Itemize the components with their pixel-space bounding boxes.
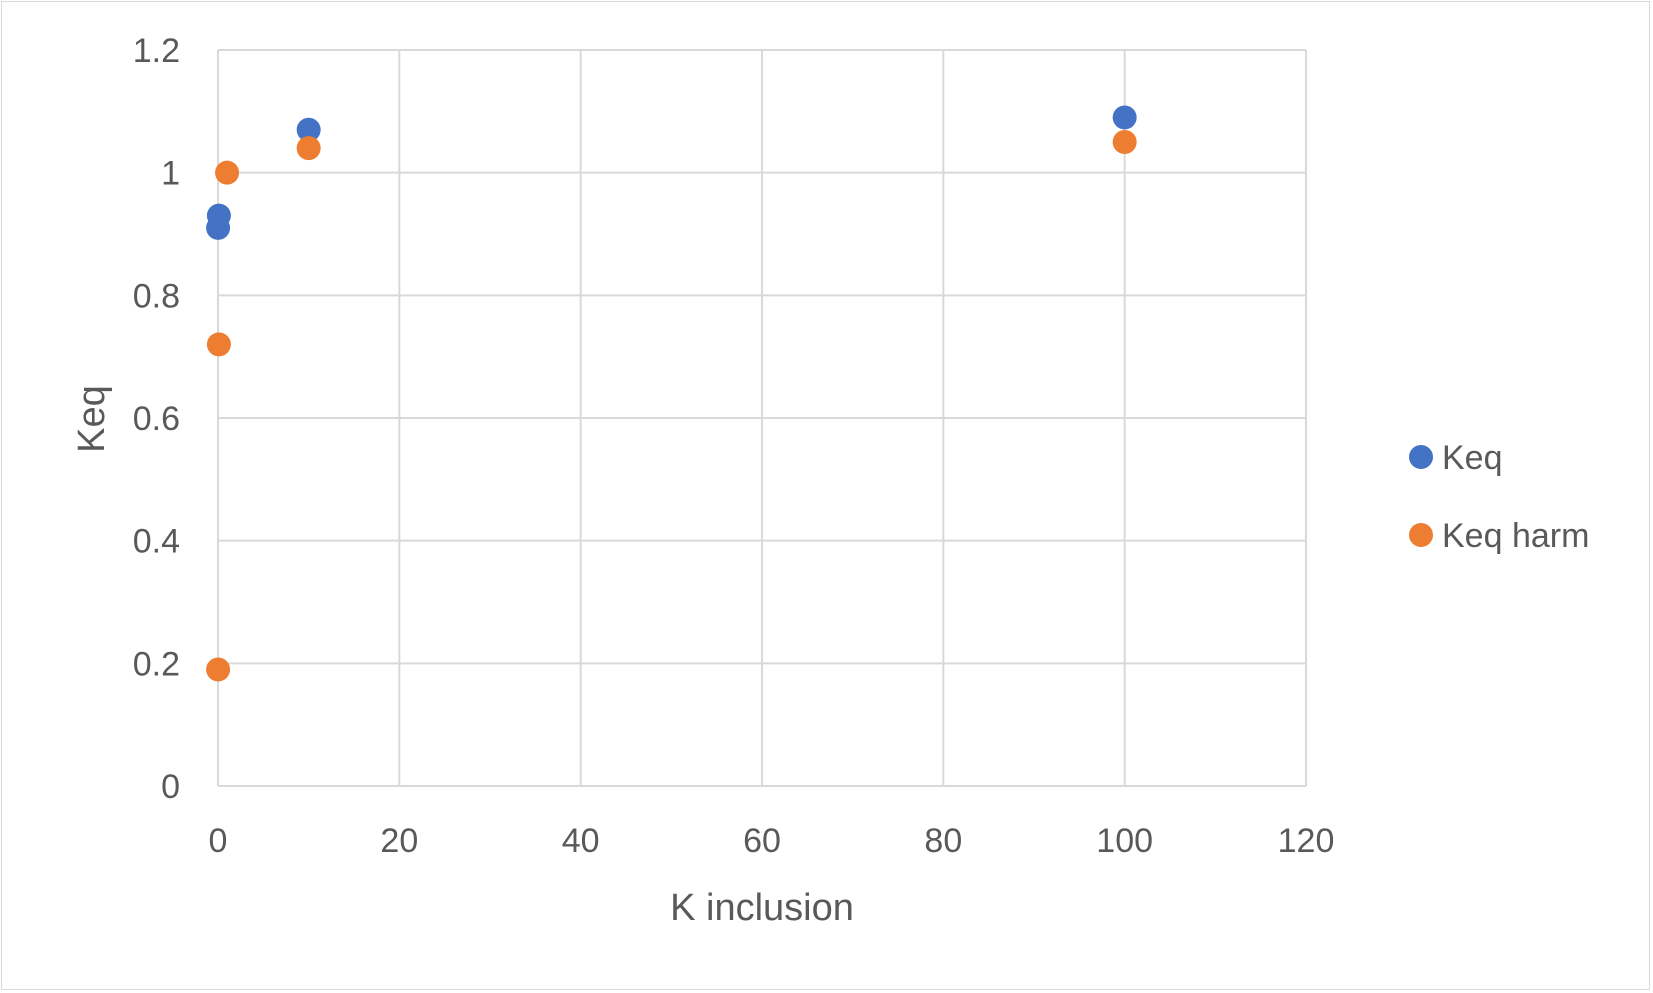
y-tick-label: 0.4 (133, 523, 180, 561)
grid-layer (217, 49, 1307, 787)
y-tick-label: 0 (161, 768, 180, 806)
y-axis-title: Keq (71, 385, 113, 453)
data-point-keq (296, 117, 321, 142)
data-point-keq (206, 203, 231, 228)
y-tick-label: 1.2 (133, 32, 180, 70)
y-tick-label: 0.6 (133, 400, 180, 438)
data-point-keq (1112, 105, 1137, 130)
x-tick-label: 120 (1278, 822, 1335, 860)
x-tick-label: 60 (743, 822, 781, 860)
data-point-keq-harm (206, 332, 231, 357)
x-axis-title: K inclusion (670, 887, 854, 929)
legend-marker-keq-harm (1409, 523, 1433, 547)
data-point-keq-harm (215, 160, 240, 185)
x-tick-label: 80 (924, 822, 962, 860)
x-tick-label: 0 (209, 822, 228, 860)
legend-label-keq: Keq (1442, 439, 1503, 477)
y-tick-label: 1 (161, 155, 180, 193)
axis-layer: 0 20 40 60 80 100 120 0 0.2 0.4 0.6 0.8 1 1.2 (133, 32, 1335, 860)
legend-label-keq-harm: Keq harm (1442, 517, 1589, 555)
x-tick-label: 100 (1096, 822, 1153, 860)
x-tick-label: 20 (380, 822, 418, 860)
points-layer (206, 105, 1137, 682)
legend: Keq Keq harm (1409, 439, 1589, 555)
data-point-keq-harm (206, 657, 231, 682)
data-point-keq-harm (1112, 130, 1137, 154)
x-tick-label: 40 (562, 822, 600, 860)
y-tick-label: 0.2 (133, 645, 180, 683)
y-tick-label: 0.8 (133, 277, 180, 315)
legend-marker-keq (1409, 445, 1433, 469)
data-point-keq-harm (296, 136, 321, 161)
